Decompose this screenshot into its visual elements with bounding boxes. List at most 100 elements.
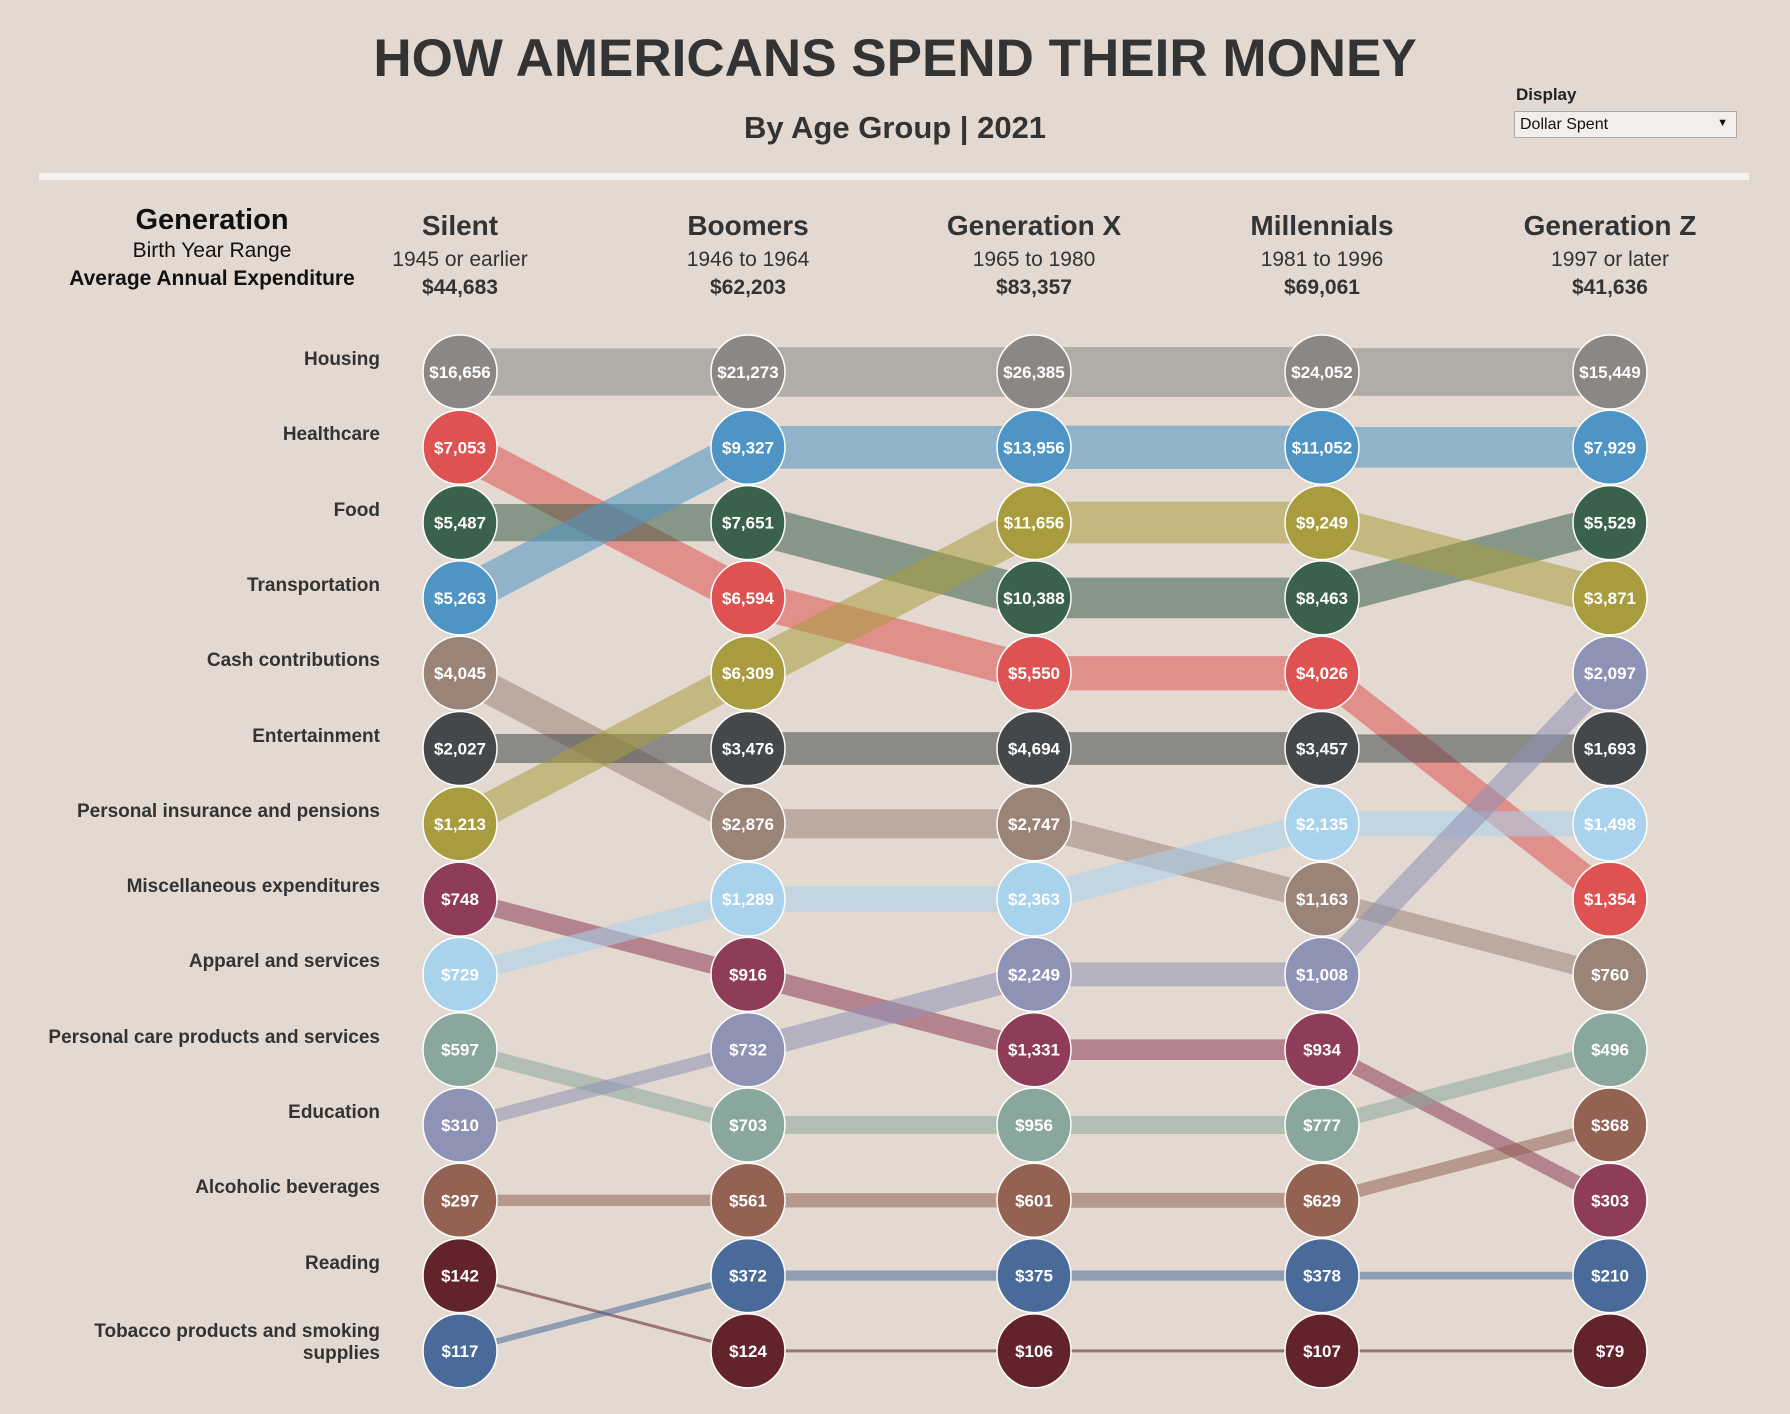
generation-years: 1997 or later [1551,248,1669,271]
data-point[interactable] [710,861,786,937]
data-point[interactable] [996,1237,1072,1314]
data-point[interactable] [710,484,786,561]
data-point[interactable] [422,1087,498,1163]
data-point[interactable] [422,710,498,787]
data-point[interactable] [422,1162,498,1239]
series-line-segment [451,430,757,615]
data-point[interactable] [422,409,498,486]
data-point[interactable] [1284,560,1360,636]
data-point[interactable] [1284,484,1360,561]
data-point[interactable] [710,1162,786,1239]
data-point[interactable] [996,1087,1072,1163]
data-point[interactable] [1284,861,1360,937]
data-point[interactable] [710,710,786,787]
data-point[interactable] [996,1313,1072,1389]
data-label: $2,363 [1008,890,1060,909]
data-point[interactable] [1284,1313,1360,1389]
data-point[interactable] [1284,334,1360,410]
row-label: Food [333,499,380,521]
data-point[interactable] [1284,1162,1360,1239]
generation-header-silent: Silent 1945 or earlier $44,683 [310,210,610,300]
data-point[interactable] [1284,635,1360,711]
data-point[interactable] [996,334,1072,410]
data-label: $297 [441,1191,479,1210]
row-label: Alcoholic beverages [195,1177,380,1199]
data-point[interactable] [710,560,786,636]
divider [39,173,1749,180]
data-point[interactable] [422,334,498,410]
data-point[interactable] [710,1087,786,1163]
data-point[interactable] [1572,635,1648,711]
data-point[interactable] [1284,1237,1360,1314]
data-point[interactable] [1572,1237,1648,1314]
data-point[interactable] [1572,1162,1648,1239]
data-point[interactable] [1572,1313,1648,1389]
data-point[interactable] [710,786,786,862]
data-label: $6,309 [722,664,774,683]
data-label: $375 [1015,1267,1053,1286]
data-label: $79 [1596,1342,1624,1361]
data-point[interactable] [710,1011,786,1088]
data-point[interactable] [422,861,498,937]
data-point[interactable] [1572,710,1648,787]
data-point[interactable] [422,1011,498,1088]
data-label: $7,053 [434,438,486,457]
data-point[interactable] [1572,409,1648,486]
page-subtitle: By Age Group | 2021 [743,110,1047,145]
data-label: $9,327 [722,438,774,457]
series-line-segment [1030,810,1326,913]
data-point[interactable] [1572,1011,1648,1088]
data-point[interactable] [1572,1087,1648,1163]
series-line-segment [1318,1043,1614,1207]
data-point[interactable] [1284,1087,1360,1163]
data-point[interactable] [1284,409,1360,486]
data-point[interactable] [1284,786,1360,862]
data-point[interactable] [1572,936,1648,1013]
data-point[interactable] [710,1313,786,1389]
data-point[interactable] [710,936,786,1013]
data-label: $1,008 [1296,965,1348,984]
data-label: $1,213 [434,815,486,834]
data-point[interactable] [996,936,1072,1013]
row-label: Education [288,1102,380,1123]
data-point[interactable] [422,936,498,1013]
data-label: $2,747 [1008,815,1060,834]
data-point[interactable] [422,1313,498,1389]
generation-name: Generation Z [1523,210,1697,241]
data-label: $2,876 [722,815,774,834]
data-point[interactable] [1572,786,1648,862]
data-point[interactable] [710,334,786,410]
row-header-birth: Birth Year Range [132,239,292,262]
data-point[interactable] [422,635,498,711]
data-point[interactable] [422,560,498,636]
row-label: Healthcare [282,424,380,446]
data-point[interactable] [996,409,1072,486]
data-point[interactable] [996,635,1072,711]
data-point[interactable] [1572,861,1648,937]
data-point[interactable] [1572,484,1648,561]
data-label: $760 [1591,965,1629,984]
data-point[interactable] [1284,936,1360,1013]
data-point[interactable] [996,710,1072,787]
data-label: $561 [729,1191,767,1210]
data-point[interactable] [996,786,1072,862]
data-point[interactable] [1572,560,1648,636]
data-label: $1,331 [1008,1041,1060,1060]
data-point[interactable] [996,1162,1072,1239]
data-point[interactable] [996,861,1072,937]
data-point[interactable] [1284,1011,1360,1088]
data-label: $16,656 [429,363,490,382]
data-point[interactable] [1572,334,1648,410]
data-point[interactable] [996,1011,1072,1088]
data-point[interactable] [422,1237,498,1314]
data-point[interactable] [422,484,498,561]
data-point[interactable] [996,560,1072,636]
data-point[interactable] [710,409,786,486]
data-point[interactable] [996,484,1072,561]
display-dropdown[interactable]: Dollar Spent ▼ [1514,111,1737,138]
data-point[interactable] [1284,710,1360,787]
data-point[interactable] [422,786,498,862]
data-point[interactable] [710,1237,786,1314]
series-line-segment [742,503,1040,618]
data-point[interactable] [710,635,786,711]
